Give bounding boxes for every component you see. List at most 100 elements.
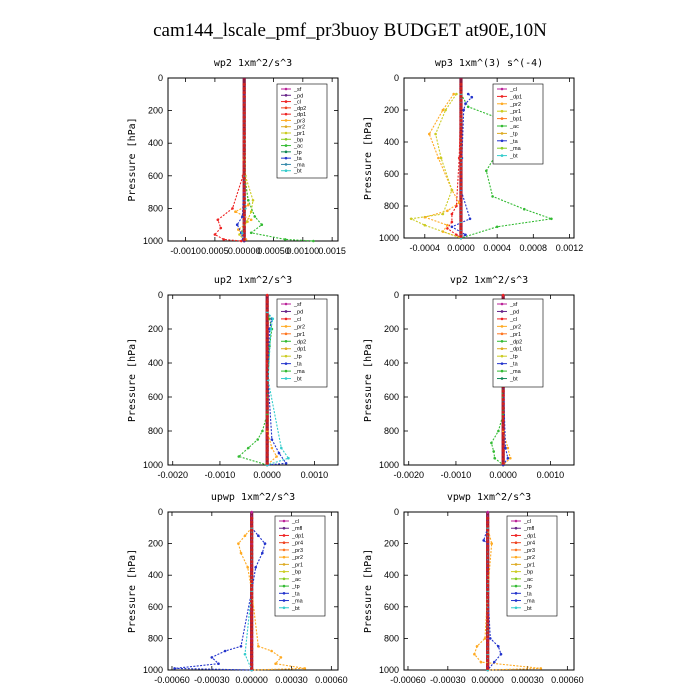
x-tick-label: -0.0020 (393, 470, 424, 480)
zero-marker (459, 114, 463, 118)
zero-marker (459, 226, 463, 230)
legend-marker (500, 377, 504, 380)
zero-marker (486, 623, 490, 627)
zero-marker (459, 94, 463, 98)
series-point (446, 209, 449, 213)
zero-marker (265, 300, 269, 304)
series-point (490, 542, 494, 545)
zero-marker (459, 122, 463, 126)
series-point (257, 534, 260, 537)
y-tick-label: 200 (384, 105, 399, 115)
series-point (173, 667, 176, 670)
chart-title: wp2 1xm^2/s^3 (214, 58, 292, 69)
y-tick-label: 1000 (143, 460, 163, 470)
zero-marker (486, 572, 490, 576)
zero-marker (242, 237, 246, 241)
zero-marker (242, 233, 246, 237)
legend-marker (500, 95, 504, 98)
series-line-pr2 (237, 527, 305, 671)
series-point (261, 551, 264, 555)
legend-entry: _mfl (291, 526, 302, 532)
zero-marker (242, 152, 246, 156)
series-point (274, 662, 277, 665)
zero-marker (459, 206, 463, 210)
series-point (253, 215, 257, 218)
legend-entry: _pd (293, 93, 303, 99)
zero-marker (486, 658, 490, 663)
legend-entry: _bt (291, 606, 300, 612)
legend-marker (284, 112, 288, 116)
zero-marker (486, 635, 490, 639)
zero-marker (459, 174, 463, 178)
zero-marker (501, 461, 505, 465)
series-point (462, 108, 466, 112)
legend-marker (514, 570, 518, 573)
series-point (466, 92, 470, 96)
zero-marker (486, 528, 490, 532)
zero-marker (250, 572, 254, 576)
x-tick-label: -0.00060 (390, 675, 426, 685)
legend-marker (282, 548, 286, 552)
legend-marker (282, 599, 286, 602)
zero-marker (486, 576, 490, 580)
legend-entry: _bt (509, 154, 518, 160)
x-tick-label: 0.0000 (253, 470, 281, 480)
series-point (243, 652, 247, 656)
y-tick-label: 600 (384, 392, 399, 402)
legend-marker (284, 119, 288, 122)
series-point (497, 645, 500, 648)
series-point (238, 233, 241, 236)
zero-marker (459, 218, 463, 222)
legend-entry: _mfl (523, 526, 534, 532)
legend-entry: _pr2 (509, 102, 521, 108)
zero-marker (242, 123, 246, 127)
legend-entry: _dp2 (509, 339, 522, 345)
zero-marker (486, 607, 490, 611)
series-point (495, 225, 499, 229)
legend-marker (514, 548, 518, 552)
legend-entry: _ma (291, 599, 304, 605)
zero-marker (459, 194, 463, 198)
legend-entry: _pr3 (523, 548, 535, 554)
zero-marker (459, 86, 463, 90)
zero-marker (250, 603, 254, 607)
series-point (237, 542, 240, 545)
zero-marker (265, 393, 269, 397)
zero-marker (250, 591, 254, 596)
y-axis-label: Pressure [hPa] (127, 549, 138, 633)
zero-marker (486, 603, 490, 607)
zero-marker (486, 524, 490, 528)
legend-marker (282, 584, 286, 588)
legend-entry: _pr3 (293, 118, 305, 124)
legend-marker (284, 377, 288, 380)
zero-marker (242, 205, 246, 209)
legend-marker (284, 362, 288, 365)
zero-marker (459, 178, 463, 182)
legend-entry: _pr1 (509, 109, 521, 115)
zero-marker (242, 217, 246, 221)
legend-entry: _bp (291, 570, 301, 576)
series-point (237, 455, 241, 458)
series-point (486, 510, 490, 514)
x-tick-label: -0.0010 (170, 246, 201, 256)
series-point (452, 92, 456, 96)
series-point (263, 542, 267, 545)
legend-marker (500, 362, 504, 365)
legend-entry: _cl (509, 87, 517, 93)
series-point (434, 132, 437, 136)
zero-marker (459, 202, 463, 206)
zero-marker (242, 87, 246, 91)
y-tick-label: 400 (384, 358, 399, 368)
legend-marker (284, 163, 288, 166)
series-line-dp1 (446, 93, 462, 239)
legend-entry: _pr2 (291, 555, 303, 561)
legend-marker (500, 310, 504, 313)
chart-panel-1: wp2 1xm^2/s^3 Pressure [hPa] 0 200 400 600 800… (127, 58, 346, 256)
y-tick-label: 400 (384, 570, 399, 580)
legend-entry: _tp (293, 354, 302, 360)
series-point (240, 239, 243, 243)
legend-marker (500, 369, 504, 373)
zero-marker (265, 415, 269, 419)
chart-panel-5: upwp 1xm^2/s^3 Pressure [hPa] 0 200 400 600 80… (127, 492, 348, 685)
legend-marker (282, 555, 286, 559)
